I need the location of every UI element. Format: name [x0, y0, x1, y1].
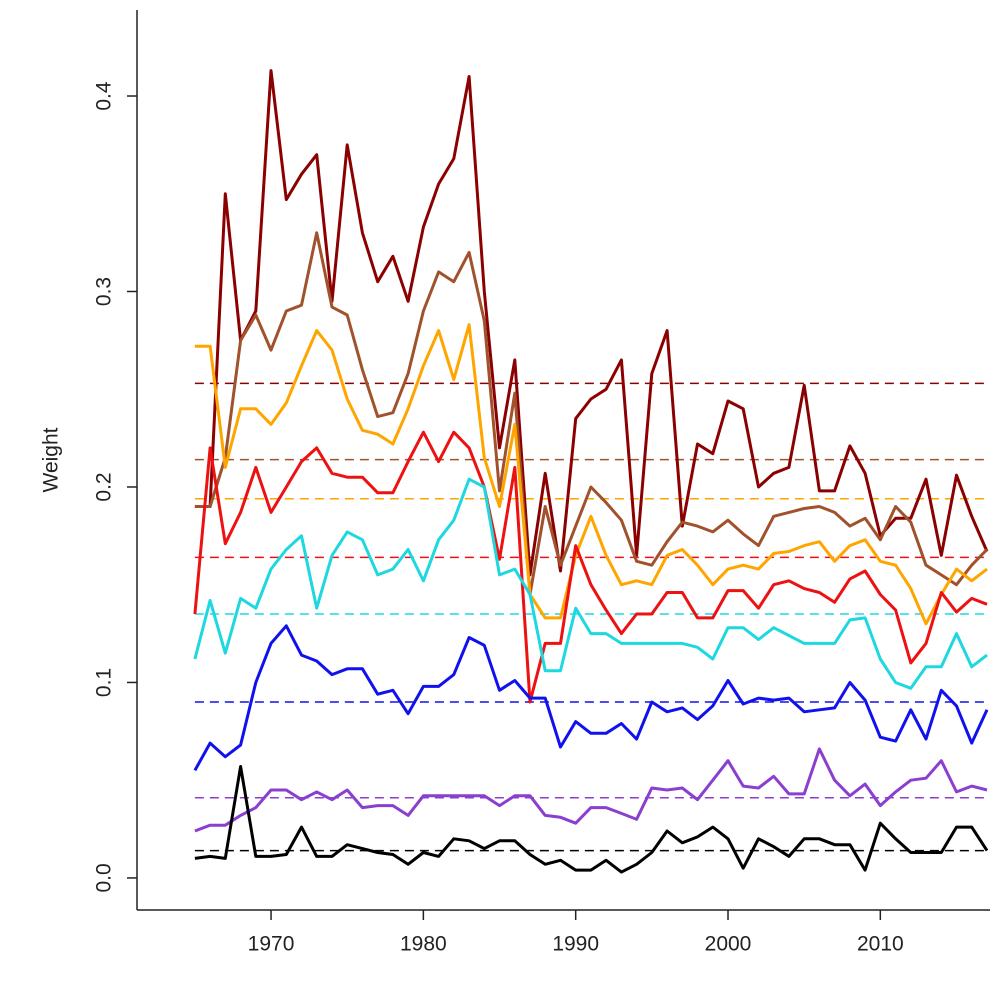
series-line — [194, 747, 988, 833]
series-line — [193, 477, 988, 690]
x-tick-label: 2000 — [705, 933, 752, 956]
x-tick-label: 1970 — [248, 933, 295, 956]
series-line — [194, 323, 988, 626]
series-line — [194, 69, 989, 577]
y-tick-label: 0.4 — [93, 81, 116, 111]
y-tick-label: 0.2 — [93, 472, 116, 501]
series-line — [193, 624, 989, 772]
x-tick-label: 1990 — [552, 933, 599, 956]
y-axis-label: Weight — [40, 427, 63, 492]
series-line — [194, 231, 989, 596]
x-tick-label: 2010 — [857, 933, 904, 956]
y-tick-label: 0.1 — [93, 668, 116, 697]
x-tick-label: 1980 — [400, 933, 447, 956]
series-line — [193, 430, 988, 704]
y-tick-label: 0.0 — [93, 863, 116, 892]
y-tick-label: 0.3 — [93, 277, 116, 306]
series-line — [194, 765, 989, 874]
